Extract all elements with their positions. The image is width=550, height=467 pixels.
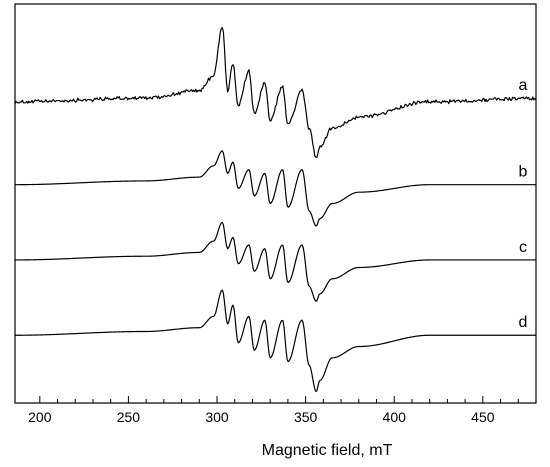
trace-label-d: d: [519, 314, 528, 331]
trace-label-b: b: [519, 164, 528, 181]
x-axis-ticks: [39, 396, 537, 403]
trace-label-c: c: [519, 239, 527, 256]
plot-frame: [14, 3, 537, 404]
spectrum-trace-d: [14, 289, 537, 393]
x-tick-label: 450: [471, 409, 495, 425]
trace-label-a: a: [519, 77, 528, 94]
x-tick-label: 350: [294, 409, 318, 425]
x-axis-tick-labels: 200 250 300 350 400 450: [28, 409, 495, 425]
plot-area-border: [14, 3, 537, 404]
x-tick-label: 200: [28, 409, 52, 425]
spectrum-traces: [14, 27, 537, 393]
spectrum-trace-c: [14, 221, 537, 302]
spectrum-trace-a: [14, 27, 537, 159]
spectrum-trace-b: [14, 150, 537, 227]
x-axis-title: Magnetic field, mT: [262, 442, 393, 459]
x-tick-label: 300: [205, 409, 229, 425]
trace-labels: a b c d: [519, 77, 528, 331]
x-tick-label: 400: [383, 409, 407, 425]
x-tick-label: 250: [117, 409, 141, 425]
